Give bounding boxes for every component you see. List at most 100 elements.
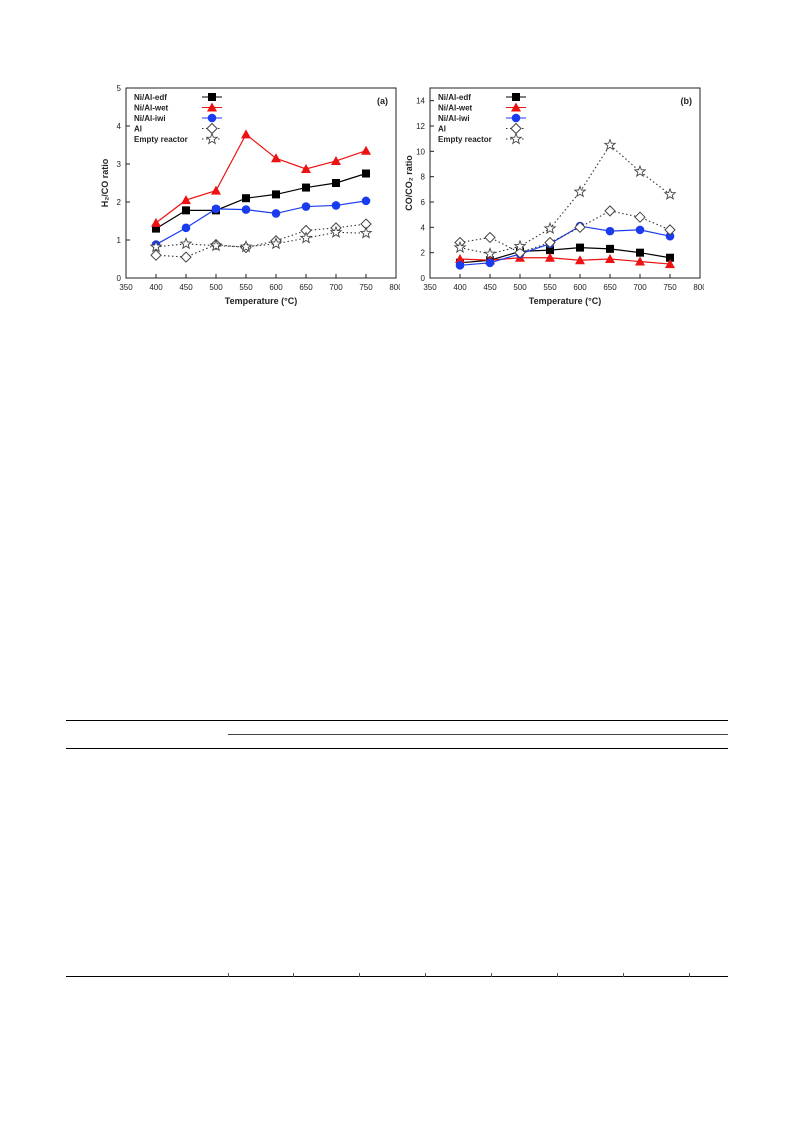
chart0-data-point xyxy=(272,190,280,199)
chart1-data-point xyxy=(453,240,467,254)
chart0-legend-label: Ni/Al-iwi xyxy=(134,114,166,123)
chart-h2-co-ratio: 350 400 450 500 550 600 650 700 750 800 0 1 2 3 4 5 Temp… xyxy=(100,84,400,306)
chart1-y-tick-label: 8 xyxy=(421,173,426,182)
chart1-x-tick-label: 550 xyxy=(543,283,557,292)
chart0-data-point xyxy=(182,206,190,215)
table-column-tick xyxy=(359,973,360,977)
table-column-tick xyxy=(623,973,624,977)
chart1-legend-label: Ni/Al-edf xyxy=(438,93,471,102)
chart0-data-point xyxy=(241,129,251,139)
chart1-x-tick-label: 400 xyxy=(453,283,467,292)
chart0-y-tick-label: 2 xyxy=(117,198,122,207)
chart0-x-tick-label: 350 xyxy=(119,283,133,292)
chart0-x-axis-label: Temperature (°C) xyxy=(225,296,297,306)
chart0-series-line xyxy=(155,133,367,224)
chart0-series-ni-al-wet xyxy=(151,129,371,227)
chart1-data-point xyxy=(545,252,555,262)
chart1-x-tick-label: 750 xyxy=(663,283,677,292)
chart1-data-point xyxy=(666,253,674,262)
chart0-series-line xyxy=(155,200,367,246)
chart0-x-tick-label: 600 xyxy=(269,283,283,292)
chart0-x-tick-label: 550 xyxy=(239,283,253,292)
chart1-y-tick-label: 4 xyxy=(421,223,426,232)
chart1-legend-marker xyxy=(509,132,523,145)
table-bottom-rule xyxy=(66,976,728,977)
chart0-data-point xyxy=(211,185,221,195)
chart0-data-point xyxy=(362,169,370,178)
chart1-legend-label: Empty reactor xyxy=(438,135,492,144)
table-column-tick xyxy=(293,973,294,977)
chart0-y-tick-label: 4 xyxy=(117,122,122,131)
chart0-x-tick-label: 800 xyxy=(389,283,400,292)
chart0-data-point xyxy=(269,237,283,250)
chart1-y-tick-label: 14 xyxy=(416,97,425,106)
chart1-data-point xyxy=(603,138,617,151)
chart1-series-line xyxy=(459,246,671,264)
chart0-data-point xyxy=(301,202,311,211)
chart0-data-point xyxy=(271,153,281,163)
chart0-panel-label: (a) xyxy=(377,96,388,106)
chart1-data-point xyxy=(605,226,615,236)
chart1-data-point xyxy=(633,164,647,178)
chart1-x-tick-label: 450 xyxy=(483,283,497,292)
chart0-data-point xyxy=(179,237,193,250)
chart1-y-tick-label: 12 xyxy=(416,122,425,131)
chart1-data-point xyxy=(455,261,465,270)
chart0-y-tick-label: 3 xyxy=(117,160,122,169)
chart0-series-empty-reactor xyxy=(149,225,373,253)
chart0-data-point xyxy=(299,231,313,244)
chart0-data-point xyxy=(180,251,192,263)
chart0-data-point xyxy=(150,249,162,261)
chart0-legend-marker xyxy=(207,113,217,123)
chart0-data-point xyxy=(181,195,191,205)
chart1-y-axis-label: CO/CO₂ ratio xyxy=(404,155,414,211)
table-column-tick xyxy=(228,973,229,977)
table-top-rule xyxy=(66,720,728,721)
chart1-x-tick-label: 500 xyxy=(513,283,527,292)
chart1-legend-marker xyxy=(511,113,521,123)
chart0-legend-marker xyxy=(208,93,216,101)
chart0-data-point xyxy=(241,205,251,214)
chart1-data-point xyxy=(635,256,645,266)
chart1-x-tick-label: 350 xyxy=(423,283,437,292)
chart0-x-tick-label: 450 xyxy=(179,283,193,292)
chart0-data-point xyxy=(211,204,221,214)
chart0-data-point xyxy=(301,163,311,173)
chart0-legend-label: Al xyxy=(134,125,142,134)
chart0-x-tick-label: 650 xyxy=(299,283,313,292)
chart1-data-point xyxy=(665,259,675,269)
chart1-series-line xyxy=(459,257,671,265)
chart1-data-point xyxy=(573,185,587,198)
chart1-data-point xyxy=(663,187,677,200)
chart0-data-point xyxy=(271,209,281,218)
chart1-y-tick-label: 2 xyxy=(421,249,426,258)
chart1-data-point xyxy=(546,246,554,255)
table-column-tick xyxy=(491,973,492,977)
chart0-data-point xyxy=(209,238,223,252)
chart1-x-axis-label: Temperature (°C) xyxy=(529,296,601,306)
chart1-series-line xyxy=(459,144,671,255)
chart1-data-point xyxy=(606,244,614,253)
chart0-data-point xyxy=(152,224,160,233)
chart1-data-point xyxy=(576,243,584,252)
chart0-series-line xyxy=(155,172,367,230)
chart0-series-ni-al-iwi xyxy=(151,196,371,249)
table-header-subrule xyxy=(228,734,728,735)
chart1-x-tick-label: 800 xyxy=(693,283,704,292)
chart0-plot-frame xyxy=(125,87,397,279)
chart1-legend-marker xyxy=(512,93,520,101)
chart1-data-point xyxy=(635,225,645,235)
chart1-data-point xyxy=(604,205,616,217)
chart0-data-point xyxy=(332,179,340,187)
chart1-legend-label: Ni/Al-wet xyxy=(438,104,473,113)
chart1-data-point xyxy=(636,248,644,257)
chart0-y-axis-label: H₂/CO ratio xyxy=(100,158,110,207)
chart1-data-point xyxy=(634,211,646,223)
chart1-series-empty-reactor xyxy=(453,138,677,260)
chart1-data-point xyxy=(485,258,495,268)
chart1-data-point xyxy=(665,231,675,241)
chart0-data-point xyxy=(181,223,191,233)
table-column-tick xyxy=(557,973,558,977)
